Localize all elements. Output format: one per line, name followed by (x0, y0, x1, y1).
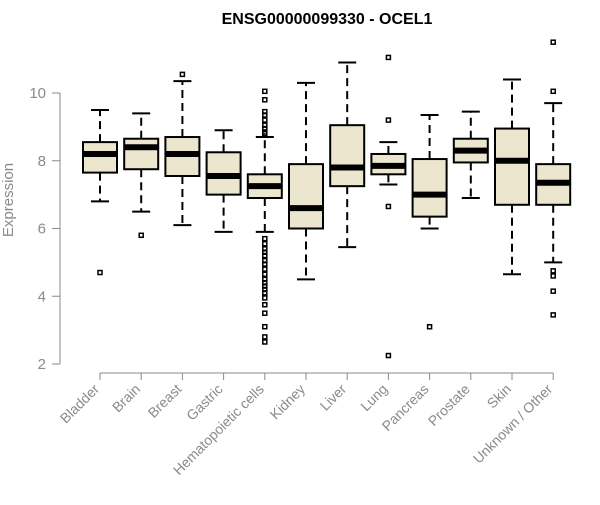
x-tick-label: Kidney (267, 381, 309, 423)
box-group (82, 108, 118, 276)
y-axis-label: Expression (0, 163, 17, 237)
outlier-point (97, 269, 103, 276)
outlier-point (550, 39, 556, 45)
y-tick-label: 6 (38, 221, 46, 238)
outlier-point (550, 88, 556, 95)
outlier-point (262, 235, 268, 242)
outlier-point (262, 130, 268, 137)
outlier-point (262, 323, 268, 330)
outlier-point (262, 261, 268, 267)
box-group (370, 54, 407, 359)
box-group (164, 71, 201, 227)
outlier-point (262, 266, 268, 272)
outlier-point (262, 252, 268, 259)
box-group (329, 61, 366, 249)
box-group (205, 129, 242, 233)
outlier-point (385, 54, 392, 61)
x-tick-label: Breast (145, 381, 185, 421)
box-iqr (82, 141, 118, 174)
box-group (288, 81, 324, 281)
box-iqr (288, 163, 324, 230)
outlier-point (262, 295, 268, 301)
box-group (246, 88, 283, 345)
outlier-point (262, 117, 268, 123)
y-tick-label: 8 (38, 153, 46, 170)
x-tick-label: Liver (317, 381, 350, 414)
outlier-point (550, 312, 556, 318)
box-group (535, 39, 572, 318)
outlier-point (138, 232, 144, 239)
box-iqr (329, 124, 366, 188)
outlier-point (179, 71, 186, 78)
outlier-point (262, 301, 268, 308)
box-iqr (123, 137, 160, 171)
outlier-point (262, 88, 268, 95)
x-tick-label: Skin (484, 381, 515, 412)
box-iqr (494, 127, 530, 206)
outlier-point (262, 97, 268, 103)
y-tick-label: 2 (38, 356, 46, 373)
outlier-point (550, 273, 556, 279)
outlier-point (262, 339, 268, 345)
outlier-point (262, 334, 268, 340)
box-series (82, 39, 572, 359)
outlier-point (426, 323, 433, 330)
box-iqr (411, 158, 448, 218)
box-group (494, 78, 530, 276)
box-group (411, 114, 448, 330)
chart-title: ENSG00000099330 - OCEL1 (222, 11, 433, 28)
y-tick-label: 10 (29, 85, 46, 102)
outlier-point (550, 268, 556, 274)
x-tick-label: Prostate (425, 381, 473, 429)
outlier-point (262, 310, 268, 316)
outlier-point (262, 271, 268, 277)
y-tick-label: 4 (38, 288, 46, 305)
x-tick-label: Bladder (57, 381, 103, 427)
x-tick-label: Lung (357, 381, 390, 414)
y-axis: 2 4 6 8 10 (29, 85, 61, 373)
outlier-point (385, 352, 392, 359)
outlier-point (385, 203, 392, 210)
outlier-point (262, 240, 268, 247)
outlier-point (262, 112, 268, 118)
outlier-point (385, 117, 392, 123)
x-tick-label: Brain (109, 381, 143, 415)
outlier-point (550, 288, 556, 294)
box-group (452, 110, 489, 200)
box-group (123, 112, 160, 239)
outlier-point (262, 290, 268, 296)
